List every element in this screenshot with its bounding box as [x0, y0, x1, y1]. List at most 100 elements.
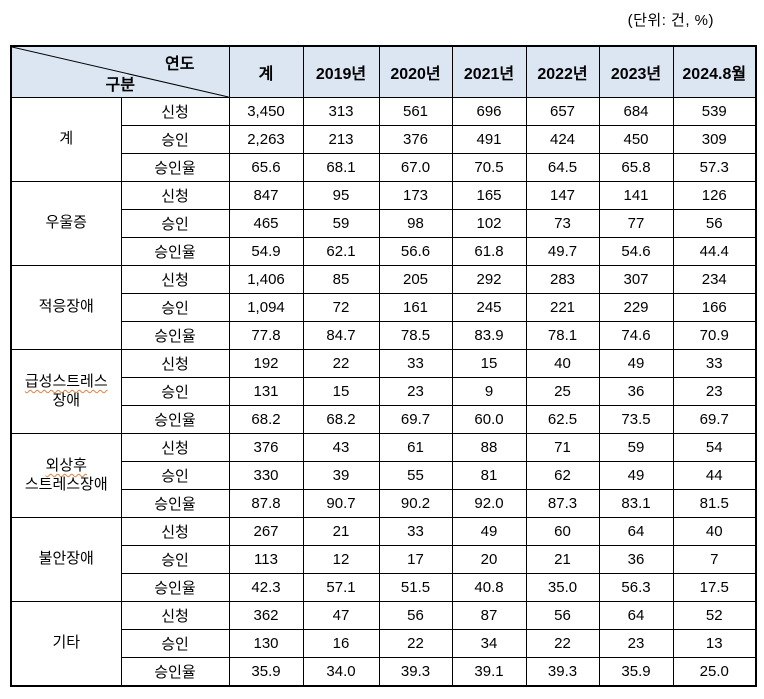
cell-value: 15 [302, 377, 380, 406]
cell-value: 87.3 [525, 489, 600, 518]
row-type-label: 승인율 [120, 657, 230, 686]
row-type-label: 신청 [120, 433, 230, 462]
table-row: 승인 130 16 22 34 22 23 13 [11, 629, 757, 658]
cell-value: 1,094 [228, 293, 304, 322]
cell-value: 313 [302, 97, 380, 126]
cell-value: 35.9 [228, 657, 304, 686]
row-type-label: 신청 [120, 97, 230, 126]
cell-value: 62 [525, 461, 600, 490]
cell-value: 213 [302, 125, 380, 154]
row-type-label: 신청 [120, 517, 230, 546]
cell-value: 60 [525, 517, 600, 546]
row-type-label: 승인율 [120, 405, 230, 434]
cell-value: 23 [378, 377, 453, 406]
row-type-label: 신청 [120, 181, 230, 210]
cell-value: 376 [228, 433, 304, 462]
row-group-label: 급성스트레스 장애 [10, 349, 122, 434]
cell-value: 15 [451, 349, 527, 378]
cell-value: 64 [598, 517, 674, 546]
cell-value: 74.6 [598, 321, 674, 350]
cell-value: 49 [598, 349, 674, 378]
row-type-label: 승인율 [120, 321, 230, 350]
diagonal-year-label: 연도 [165, 56, 195, 73]
table-row: 기타 신청 362 47 56 87 56 64 52 [10, 601, 757, 686]
cell-value: 40 [525, 349, 600, 378]
cell-value: 22 [302, 349, 380, 378]
cell-value: 3,450 [228, 97, 304, 126]
cell-value: 56.6 [378, 237, 453, 266]
cell-value: 54 [672, 433, 757, 462]
cell-value: 847 [228, 181, 304, 210]
cell-value: 98 [378, 209, 453, 238]
cell-value: 35.9 [598, 657, 674, 686]
row-type-label: 신청 [120, 265, 230, 294]
row-type-label: 승인율 [120, 489, 230, 518]
row-type-label: 승인 [120, 545, 230, 574]
cell-value: 68.1 [302, 153, 380, 182]
cell-value: 56.3 [598, 573, 674, 602]
cell-value: 56 [672, 209, 757, 238]
cell-value: 376 [378, 125, 453, 154]
cell-value: 161 [378, 293, 453, 322]
cell-value: 22 [378, 629, 453, 658]
cell-value: 20 [451, 545, 527, 574]
cell-value: 7 [672, 545, 757, 574]
cell-value: 12 [302, 545, 380, 574]
cell-value: 221 [525, 293, 600, 322]
cell-value: 68.2 [228, 405, 304, 434]
statistics-table: 연도 구분 계 2019년 2020년 2021년 2022년 2023년 2024.8월 … [10, 45, 757, 687]
row-type-label: 신청 [120, 601, 230, 630]
cell-value: 77 [598, 209, 674, 238]
row-type-label: 승인 [120, 209, 230, 238]
table-row: 승인 1,094 72 161 245 221 229 166 [11, 293, 757, 322]
cell-value: 192 [228, 349, 304, 378]
cell-value: 25.0 [672, 657, 757, 686]
row-type-label: 신청 [120, 349, 230, 378]
unit-label: (단위: 건, %) [627, 12, 714, 29]
cell-value: 696 [451, 97, 527, 126]
row-group-label: 적응장애 [10, 265, 122, 350]
cell-value: 83.9 [451, 321, 527, 350]
cell-value: 13 [672, 629, 757, 658]
row-group-label-line: 우울증 [45, 214, 87, 232]
cell-value: 130 [228, 629, 304, 658]
cell-value: 131 [228, 377, 304, 406]
cell-value: 234 [672, 265, 757, 294]
cell-value: 9 [451, 377, 527, 406]
cell-value: 22 [525, 629, 600, 658]
cell-value: 465 [228, 209, 304, 238]
table-row: 승인 2,263 213 376 491 424 450 309 [11, 125, 757, 154]
header-row: 연도 구분 계 2019년 2020년 2021년 2022년 2023년 2024.8월 [10, 45, 757, 98]
cell-value: 73.5 [598, 405, 674, 434]
cell-value: 57.3 [672, 153, 757, 182]
cell-value: 57.1 [302, 573, 380, 602]
cell-value: 59 [302, 209, 380, 238]
table-row: 승인 465 59 98 102 73 77 56 [11, 209, 757, 238]
cell-value: 205 [378, 265, 453, 294]
cell-value: 71 [525, 433, 600, 462]
cell-value: 73 [525, 209, 600, 238]
table-row: 계 신청 3,450 313 561 696 657 684 539 [10, 97, 757, 182]
row-type-label: 승인 [120, 461, 230, 490]
cell-value: 70.5 [451, 153, 527, 182]
cell-value: 64.5 [525, 153, 600, 182]
cell-value: 62.5 [525, 405, 600, 434]
cell-value: 39.3 [525, 657, 600, 686]
cell-value: 102 [451, 209, 527, 238]
row-group-label-line: 적응장애 [38, 298, 94, 316]
cell-value: 40.8 [451, 573, 527, 602]
row-group-label: 우울증 [10, 181, 122, 266]
cell-value: 69.7 [378, 405, 453, 434]
row-type-label: 승인율 [120, 153, 230, 182]
cell-value: 87 [451, 601, 527, 630]
row-type-label: 승인 [120, 629, 230, 658]
row-group-label-line: 외상후 [45, 456, 87, 474]
cell-value: 34.0 [302, 657, 380, 686]
row-group-label-line: 장애 [52, 391, 81, 409]
cell-value: 267 [228, 517, 304, 546]
cell-value: 72 [302, 293, 380, 322]
cell-value: 69.7 [672, 405, 757, 434]
table-row: 승인율 68.2 68.2 69.7 60.0 62.5 73.5 69.7 [11, 405, 757, 434]
cell-value: 47 [302, 601, 380, 630]
cell-value: 25 [525, 377, 600, 406]
